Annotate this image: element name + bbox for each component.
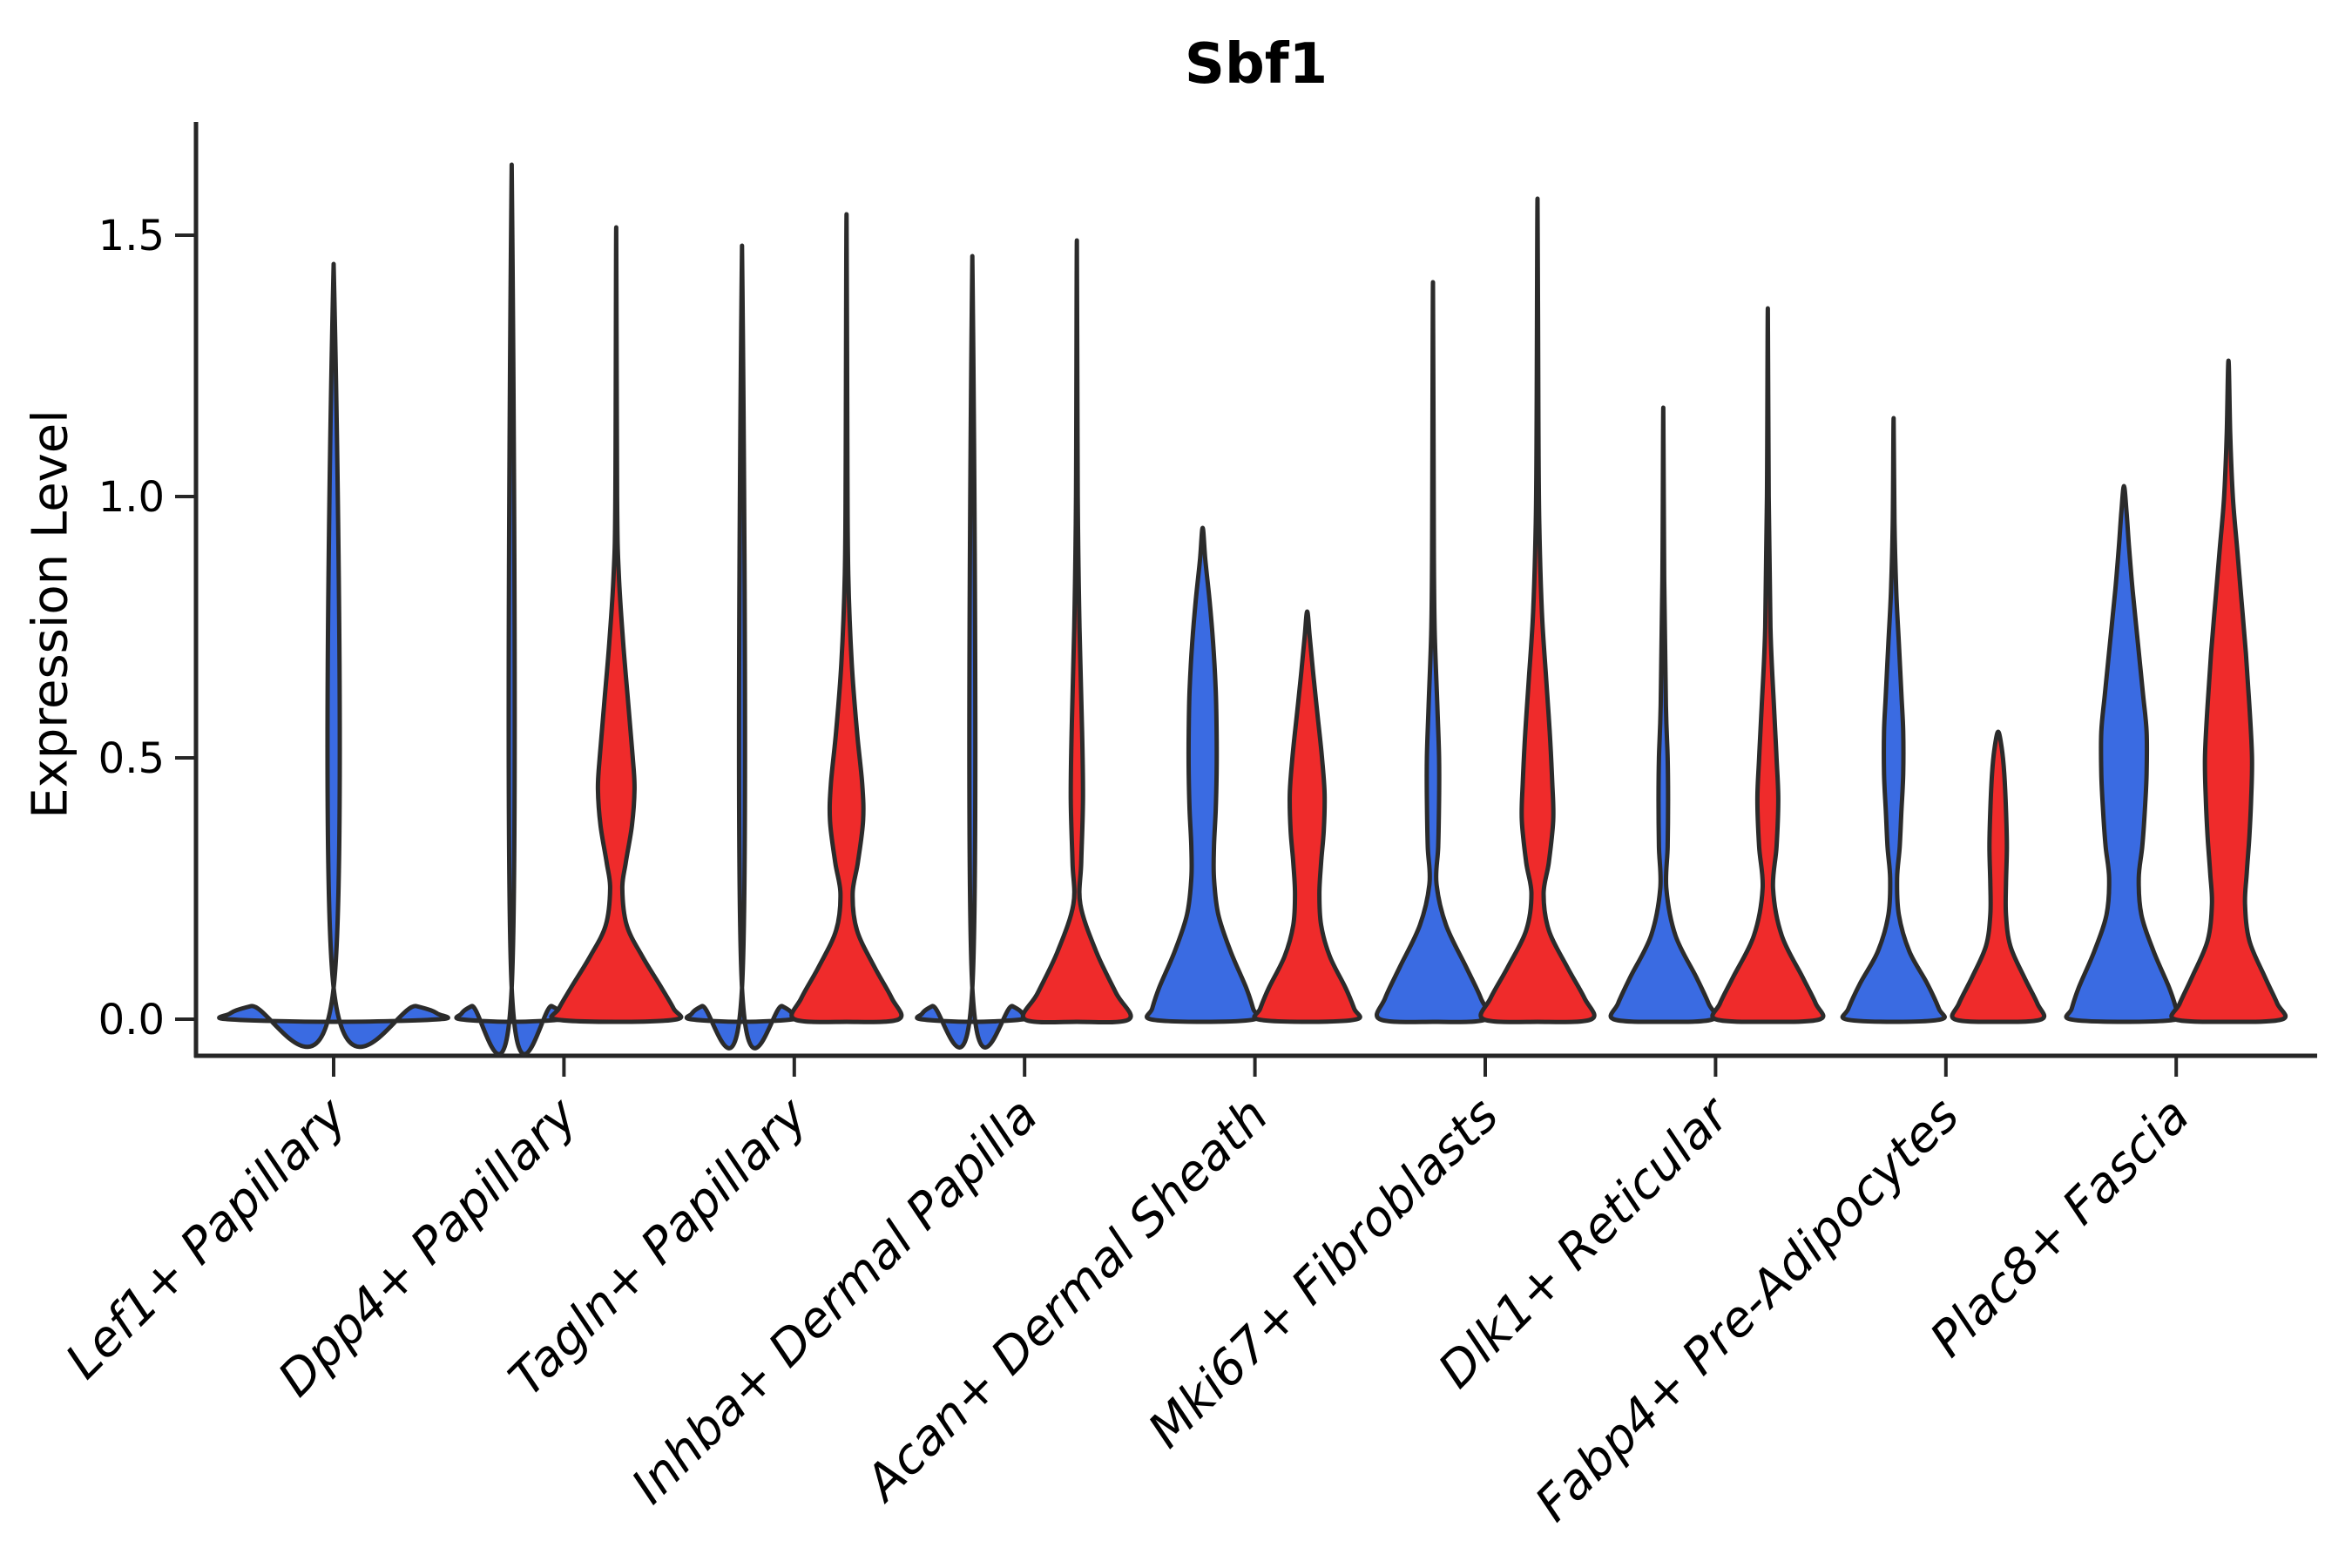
violin-blue-acan-dermal-sheath [1145, 525, 1261, 1024]
violin-red-acan-dermal-sheath [1252, 609, 1362, 1024]
y-tick-label: 1.5 [98, 212, 165, 260]
violin-red-inhba-dermal-papilla [1020, 238, 1133, 1025]
violin-blue-mki67-fibroblasts [1375, 280, 1491, 1024]
y-tick-label: 0.0 [98, 996, 165, 1044]
violin-red-tagln-papillary [789, 212, 904, 1024]
violin-blue-dpp4-papillary [454, 162, 570, 1057]
violin-red-fabp4-pre-adipocytes [1950, 729, 2047, 1024]
x-tick-label-4: Inhba+ Dermal Papilla [621, 1087, 1049, 1515]
violin-red-dlk1-reticular [1710, 306, 1826, 1024]
x-tick-label-8: Fabp4+ Pre-Adipocytes [1524, 1087, 1970, 1532]
violin-blue-lef1-papillary [217, 261, 450, 1050]
violin-blue-tagln-papillary [684, 243, 800, 1051]
violin-red-dpp4-papillary [549, 225, 684, 1024]
violin-blue-inhba-dermal-papilla [915, 253, 1031, 1050]
violin-blue-fabp4-pre-adipocytes [1840, 416, 1947, 1024]
violin-red-mki67-fibroblasts [1478, 196, 1597, 1024]
chart-title: Sbf1 [1184, 32, 1328, 97]
y-tick-label: 0.5 [98, 734, 165, 783]
violin-blue-dlk1-reticular [1608, 405, 1719, 1024]
y-axis-title: Expression Level [22, 409, 79, 819]
violin-red-plac8-fascia [2169, 358, 2288, 1024]
y-tick-label: 1.0 [98, 473, 165, 522]
x-tick-label-5: Acan+ Dermal Sheath [853, 1087, 1279, 1513]
violin-blue-plac8-fascia [2064, 483, 2184, 1024]
